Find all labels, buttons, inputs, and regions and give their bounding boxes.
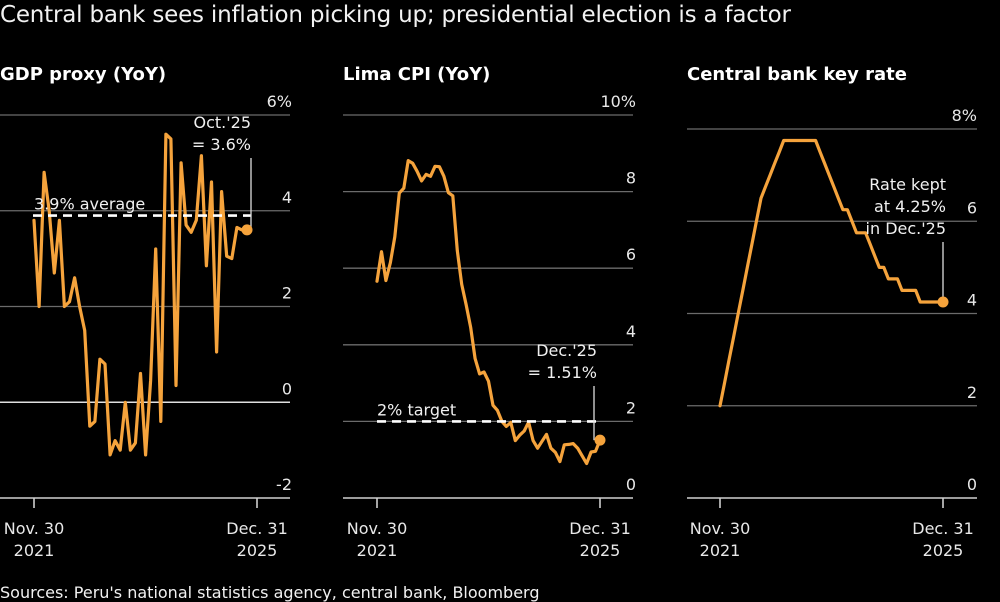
y-tick-label: 0 [967,475,977,494]
end-point-dot [594,434,606,446]
annotation-text: = 3.6% [192,135,251,154]
annotation-text: at 4.25% [874,197,946,216]
panel-title: Central bank key rate [687,64,907,85]
x-tick-label: 2021 [14,541,55,560]
panel-title: Lima CPI (YoY) [343,64,490,85]
x-tick-label: Dec. 31 [912,519,974,538]
y-tick-label: 0 [626,475,636,494]
series-line [32,132,249,457]
series-line [718,138,945,408]
y-tick-label: 6 [967,198,977,217]
y-tick-label: 4 [967,291,977,310]
x-tick-label: Nov. 30 [690,519,751,538]
y-tick-label: 10% [600,92,636,111]
reference-label: 3.9% average [34,195,145,214]
source-note: Sources: Peru's national statistics agen… [0,583,540,602]
annotation-text: Rate kept [869,175,946,194]
panel-1: Lima CPI (YoY) 10% 8 6 4 2 0 Nov. 30 2021 Dec. 31… [343,64,636,560]
end-point-dot [241,224,253,236]
x-tick-label: Dec. 31 [569,519,631,538]
y-tick-label: 4 [626,322,636,341]
series-line [375,159,602,466]
y-tick-label: 2 [967,383,977,402]
y-tick-label: 8% [952,106,977,125]
y-tick-label: -2 [276,475,292,494]
panel-title: GDP proxy (YoY) [0,64,166,85]
y-tick-label: 2 [282,284,292,303]
y-tick-label: 4 [282,188,292,207]
panel-2: Central bank key rate 8% 6 4 2 0 Nov. 30 2021 De… [687,64,977,560]
panel-0: GDP proxy (YoY) 6% 4 2 0 -2 Nov. 30 2021 Dec. 31… [0,64,292,560]
x-tick-label: 2025 [580,541,621,560]
y-tick-label: 0 [282,379,292,398]
reference-label: 2% target [377,400,456,419]
x-tick-label: Nov. 30 [4,519,65,538]
x-tick-label: 2021 [700,541,741,560]
end-point-dot [937,296,949,308]
y-tick-label: 2 [626,398,636,417]
x-tick-label: Dec. 31 [226,519,288,538]
annotation-text: in Dec.'25 [866,219,946,238]
y-tick-label: 6 [626,245,636,264]
x-tick-label: 2025 [237,541,278,560]
y-tick-label: 8 [626,169,636,188]
annotation-text: = 1.51% [528,363,597,382]
x-tick-label: Nov. 30 [347,519,408,538]
annotation-text: Dec.'25 [536,341,597,360]
chart-title: Central bank sees inflation picking up; … [0,2,791,28]
x-tick-label: 2025 [923,541,964,560]
y-tick-label: 6% [267,92,292,111]
annotation-text: Oct.'25 [193,113,251,132]
x-tick-label: 2021 [357,541,398,560]
